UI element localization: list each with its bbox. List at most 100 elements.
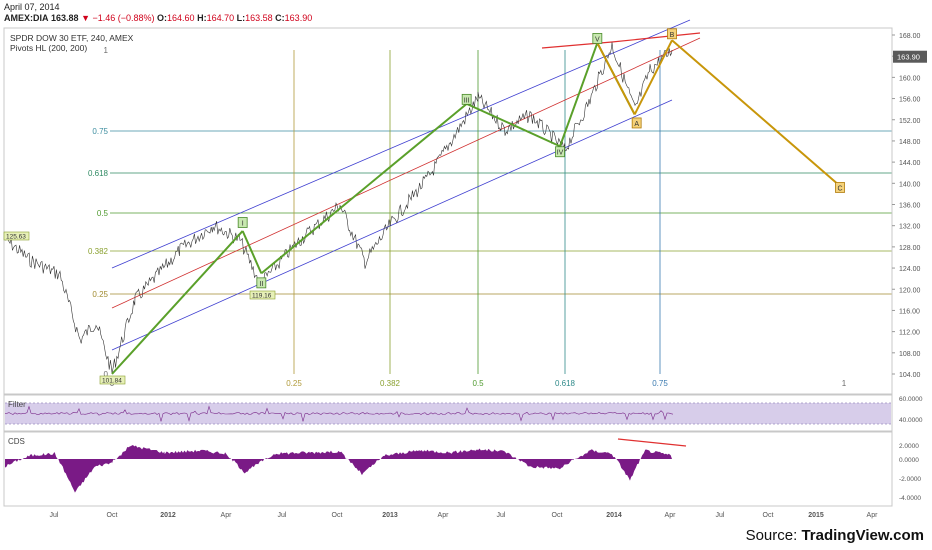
divergence-line-b <box>611 32 701 43</box>
last-price-tag <box>893 50 927 63</box>
fib-level-label: 0.5 <box>97 209 109 218</box>
price-tick-label: 124.00 <box>899 266 921 273</box>
source-brand: TradingView.com <box>801 527 924 544</box>
symbol-label[interactable]: AMEX:DIA <box>4 13 49 23</box>
pivot-label-text: 125.63 <box>6 234 26 241</box>
cds-series <box>4 438 687 494</box>
time-tick-label: Oct <box>763 512 774 519</box>
time-tick-label: 2013 <box>382 512 398 519</box>
filter-tick-label: 40.0000 <box>899 417 923 424</box>
time-tick-label: Apr <box>438 512 450 519</box>
time-tick-label: Oct <box>332 512 343 519</box>
cds-area <box>5 444 672 494</box>
cds-tick-label: 2.0000 <box>899 443 919 450</box>
fib-time-label: 0.5 <box>472 379 484 388</box>
wave-label-text: A <box>634 121 639 128</box>
channel-middle <box>111 37 701 309</box>
wave-label-text: II <box>259 281 263 288</box>
fib-level-label: 0.25 <box>92 290 108 299</box>
pivot-label-text: 101.84 <box>102 378 122 385</box>
corrective-wave-segment <box>671 39 841 187</box>
pivot-label-box <box>249 290 276 300</box>
channel-lower <box>111 99 673 351</box>
price-tick-label: 144.00 <box>899 160 921 167</box>
pivot-label-text: 119.16 <box>252 293 272 300</box>
fib-level-label: 0.75 <box>92 127 108 136</box>
chart-date: April 07, 2014 <box>4 2 60 12</box>
time-tick-label: Apr <box>867 512 879 519</box>
quote-line: AMEX:DIA 163.88 ▼ −1.46 (−0.88%) O:164.6… <box>4 13 312 24</box>
fib-horizontal-levels: 1 0.75 0.618 0.5 0.382 0.25 0 <box>88 46 892 379</box>
last-price-tag-text: 163.90 <box>897 53 920 62</box>
cds-label: CDS <box>8 437 25 446</box>
wave-label-text: III <box>464 97 470 104</box>
wave-label-text: B <box>670 32 675 39</box>
price-tick-label: 140.00 <box>899 181 921 188</box>
close-label: C: <box>275 13 285 23</box>
channel-upper <box>111 19 691 269</box>
fib-level-label: 0.382 <box>88 247 109 256</box>
corrective-wave-segment <box>633 39 673 115</box>
fib-time-label: 1 <box>842 379 847 388</box>
pivot-label-box <box>3 231 30 241</box>
time-tick-label: Jul <box>278 512 287 519</box>
filter-band <box>5 403 891 424</box>
fib-time-label: 0.25 <box>286 379 302 388</box>
cds-divergence-line <box>617 438 687 447</box>
pivot-labels: 125.63 101.84 119.16 <box>3 231 276 385</box>
time-tick-label: Apr <box>221 512 233 519</box>
cds-pane[interactable] <box>3 431 893 507</box>
price-tick-label: 160.00 <box>899 75 921 82</box>
price-axis[interactable]: 168.00164.00160.00156.00152.00148.00144.… <box>891 28 927 394</box>
price-tick-label: 152.00 <box>899 118 921 125</box>
price-tick-label: 148.00 <box>899 139 921 146</box>
filter-tick-label: 60.0000 <box>899 396 923 403</box>
filter-line <box>4 405 674 422</box>
wave-label-box <box>631 117 642 129</box>
high-label: H: <box>197 13 207 23</box>
time-tick-label: Oct <box>107 512 118 519</box>
low-value: 163.58 <box>245 13 273 23</box>
impulse-wave-segment <box>260 103 468 275</box>
last-price: 163.88 <box>51 13 79 23</box>
wave-label-box <box>237 217 248 228</box>
wave-label-text: I <box>242 220 244 227</box>
price-tick-label: 116.00 <box>899 308 920 315</box>
fib-time-label: 0.618 <box>555 379 576 388</box>
price-change: ▼ −1.46 (−0.88%) <box>81 13 155 23</box>
impulse-wave-segment <box>466 102 561 148</box>
time-tick-label: Jul <box>497 512 506 519</box>
cds-tick-label: -2.0000 <box>899 476 921 483</box>
time-tick-label: Oct <box>552 512 563 519</box>
close-value: 163.90 <box>284 13 313 23</box>
price-pane[interactable] <box>3 27 893 395</box>
source-prefix: Source: <box>745 527 802 544</box>
time-tick-label: 2014 <box>606 512 622 519</box>
time-tick-label: Jul <box>50 512 59 519</box>
price-tick-label: 132.00 <box>899 224 921 231</box>
cds-tick-label: 0.0000 <box>899 457 919 464</box>
wave-label-box <box>555 146 565 158</box>
pivot-label-box <box>99 375 126 385</box>
filter-axis: 60.0000 40.0000 <box>899 396 923 424</box>
price-tick-label: 128.00 <box>899 245 921 252</box>
wave-label-box <box>667 28 677 40</box>
price-tick-label: 108.00 <box>899 351 921 358</box>
price-tick-label: 112.00 <box>899 330 920 337</box>
high-value: 164.70 <box>206 13 235 23</box>
cds-line <box>4 444 671 494</box>
cds-tick-label: -4.0000 <box>899 495 921 502</box>
time-tick-label: Jul <box>716 512 725 519</box>
time-tick-label: 2012 <box>160 512 176 519</box>
cds-axis: 2.0000 0.0000 -2.0000 -4.0000 <box>899 443 921 502</box>
wave-label-box <box>592 33 603 44</box>
fib-time-label: 0.382 <box>380 379 401 388</box>
wave-label-text: IV <box>557 150 564 157</box>
time-axis[interactable]: Jul Oct 2012 Apr Jul Oct 2013 Apr Jul Oct 2014 Apr J… <box>50 512 879 519</box>
source-credit: Source: TradingView.com <box>746 527 924 544</box>
wave-label-text: V <box>595 36 600 43</box>
impulse-wave-segment <box>111 230 244 375</box>
